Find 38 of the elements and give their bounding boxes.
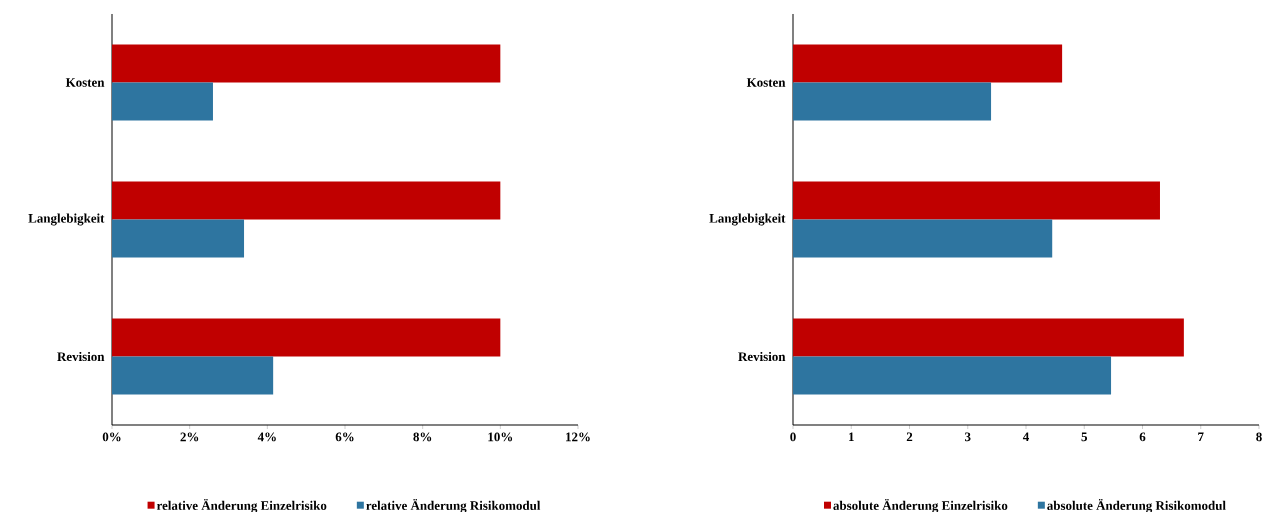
bar [112, 318, 501, 357]
x-tick-label: 7 [1198, 432, 1204, 441]
x-tick-label: 0% [102, 432, 121, 442]
x-tick-label: 1 [849, 432, 854, 442]
x-tick-label: 6 [1139, 432, 1146, 442]
x-tick-label: 6% [335, 432, 354, 442]
x-tick-label: 10% [488, 432, 513, 442]
y-tick-label: Kosten [65, 78, 105, 87]
x-tick-label: 12% [566, 432, 590, 442]
legend-label: relative Änderung Einzelrisiko [156, 499, 327, 512]
x-tick-label: 2 [906, 432, 913, 442]
bar [112, 44, 501, 83]
bar [793, 318, 1184, 357]
x-tick-label: 2% [180, 432, 199, 442]
bar [793, 82, 992, 121]
x-tick-label: 3 [965, 432, 971, 442]
x-tick-label: 8 [1256, 432, 1262, 442]
bar [112, 82, 213, 121]
bar [112, 356, 274, 395]
bar [112, 219, 245, 258]
bar [112, 181, 501, 220]
x-tick-label: 0 [790, 432, 796, 442]
legend-label: relative Änderung Risikomodul [366, 499, 541, 512]
bar [793, 44, 1063, 83]
y-tick-label: Langlebigkeit [28, 213, 105, 226]
bar [793, 181, 1160, 220]
x-tick-label: 5 [1081, 432, 1088, 442]
y-tick-label: Revision [738, 351, 786, 362]
legend-label: absolute Änderung Risikomodul [1047, 499, 1226, 512]
x-tick-label: 4 [1022, 432, 1029, 442]
bar [793, 356, 1112, 395]
legend-label: absolute Änderung Einzelrisiko [833, 499, 1008, 512]
bar [793, 219, 1053, 258]
y-tick-label: Langlebigkeit [709, 213, 786, 226]
x-tick-label: 4% [257, 432, 276, 442]
x-tick-label: 8% [413, 432, 432, 442]
y-tick-label: Revision [57, 351, 105, 362]
y-tick-label: Kosten [746, 78, 786, 87]
